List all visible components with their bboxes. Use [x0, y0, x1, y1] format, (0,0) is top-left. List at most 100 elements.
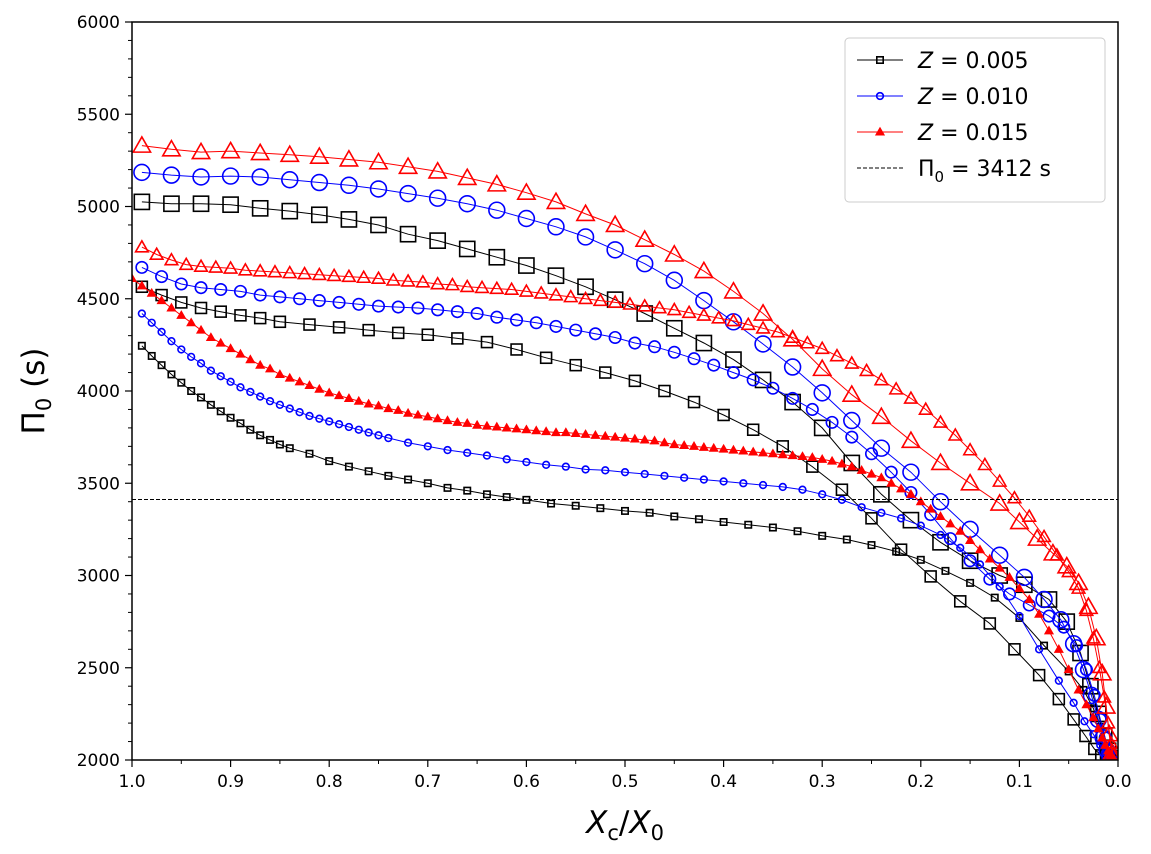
data-point [423, 479, 432, 488]
data-point [332, 295, 346, 309]
data-point [807, 452, 818, 461]
data-point [955, 525, 966, 535]
data-point [754, 335, 772, 353]
data-point [1008, 643, 1021, 656]
data-point [1015, 568, 1034, 587]
data-point [281, 171, 299, 189]
x-tick-label: 1.0 [118, 772, 145, 792]
data-point [726, 366, 740, 380]
data-point [746, 373, 760, 387]
data-point [383, 403, 394, 413]
data-point [423, 442, 432, 451]
data-point [990, 593, 999, 602]
data-point [343, 393, 354, 402]
data-point [866, 468, 877, 478]
data-point [133, 193, 151, 211]
data-point [956, 543, 965, 552]
series-layer [132, 135, 1118, 760]
data-point [251, 168, 269, 186]
data-point [666, 301, 682, 316]
data-point [344, 462, 353, 471]
data-point [135, 260, 149, 274]
data-point [871, 406, 892, 425]
data-point [444, 277, 461, 291]
data-point [206, 366, 216, 375]
data-point [744, 520, 753, 529]
data-point [134, 239, 150, 253]
data-point [370, 216, 387, 234]
data-point [463, 486, 472, 495]
data-point [518, 283, 535, 297]
data-point [309, 146, 330, 165]
data-point [545, 191, 567, 210]
data-point [1014, 583, 1025, 592]
data-point [429, 232, 447, 249]
data-point [312, 294, 326, 308]
data-point [233, 284, 247, 298]
data-point [719, 517, 728, 526]
data-point [157, 361, 166, 370]
x-tick-label: 0.6 [513, 772, 540, 792]
data-point [953, 595, 967, 608]
data-point [255, 359, 266, 369]
data-point [1027, 528, 1048, 546]
data-point [214, 282, 228, 297]
legend-marker [875, 91, 885, 101]
data-point [1042, 609, 1056, 623]
data-point [427, 161, 448, 179]
data-point [411, 301, 425, 315]
data-point [629, 433, 640, 443]
data-point [237, 262, 254, 276]
legend: Z = 0.005 Z = 0.010 Z = 0.015 Π0 = 3412 s [844, 37, 1106, 203]
data-point [962, 442, 978, 456]
data-point [472, 419, 483, 429]
data-point [679, 440, 690, 449]
data-point [900, 430, 922, 449]
data-point [777, 449, 788, 459]
data-point [1082, 686, 1101, 705]
data-point [846, 461, 857, 471]
data-point [778, 482, 787, 492]
data-point [930, 452, 951, 471]
data-point [457, 167, 478, 186]
plot-area [132, 135, 1118, 760]
data-point [314, 383, 325, 393]
data-point [841, 384, 862, 403]
data-point [147, 318, 156, 327]
data-point [983, 572, 997, 586]
data-point [560, 427, 571, 437]
data-point [503, 281, 520, 296]
data-point [133, 163, 151, 182]
data-point [274, 369, 285, 378]
data-point [488, 248, 506, 266]
data-point [1054, 676, 1063, 685]
data-point [758, 480, 768, 490]
data-point [157, 327, 166, 337]
data-point [422, 411, 433, 421]
legend-label: Z = 0.010 [917, 85, 1028, 110]
data-point [590, 429, 601, 439]
data-point [362, 323, 375, 337]
data-point [844, 355, 860, 369]
data-point [234, 309, 247, 322]
data-point [529, 316, 543, 330]
data-point [1093, 723, 1104, 733]
data-point [577, 278, 594, 296]
data-point [580, 429, 591, 438]
data-point [344, 422, 354, 432]
data-point [167, 370, 176, 379]
x-tick-label: 0.3 [809, 772, 836, 792]
data-point [177, 378, 186, 387]
data-point [659, 437, 670, 447]
data-point [353, 395, 364, 405]
data-point [1081, 699, 1092, 709]
data-point [502, 455, 511, 464]
data-point [1021, 508, 1037, 522]
data-point [332, 321, 346, 334]
data-point [903, 390, 919, 404]
data-point [947, 427, 963, 441]
data-point [864, 447, 879, 461]
data-point [842, 535, 851, 544]
data-point [786, 391, 800, 405]
